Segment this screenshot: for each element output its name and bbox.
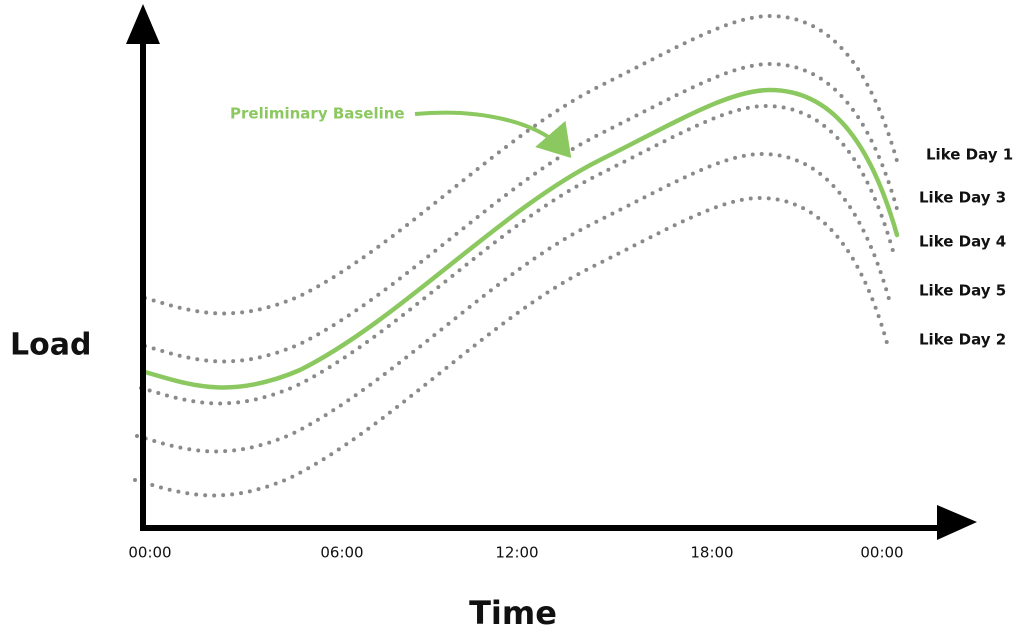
like-day-2-curve [133,196,889,498]
x-tick-label: 18:00 [690,544,733,562]
x-tick-label: 06:00 [320,544,363,562]
curve-label: Like Day 3 [919,189,1006,207]
x-tick-label: 00:00 [860,544,903,562]
annotation: Preliminary Baseline [230,105,405,123]
x-tick-label: 00:00 [128,544,171,562]
curve-label: Like Day 1 [926,146,1013,164]
y-axis-arrow [126,4,160,44]
x-axis-label: Time [469,594,557,632]
y-axis-label: Load [10,328,91,363]
x-tick-label: 12:00 [495,544,538,562]
x-axis-arrow [937,505,977,540]
annotation-arrow [414,110,572,159]
like-day-4-curve [139,104,895,406]
curve-label: Like Day 2 [919,331,1006,349]
curve-label: Like Day 4 [919,233,1006,251]
curve-label: Like Day 5 [919,282,1006,300]
